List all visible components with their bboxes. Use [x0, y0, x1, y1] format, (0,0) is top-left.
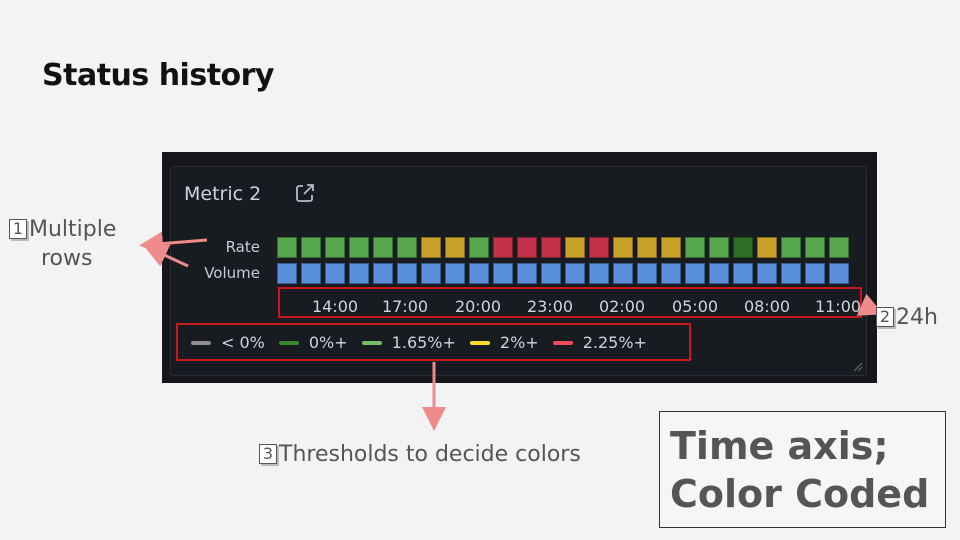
time-tick-label: 17:00	[381, 297, 429, 316]
status-cell[interactable]	[445, 237, 465, 258]
volume-row-cells	[277, 263, 849, 284]
callout-box: Time axis; Color Coded	[659, 411, 946, 528]
legend-item[interactable]: < 0%	[191, 333, 265, 352]
legend-item[interactable]: 2%+	[469, 333, 539, 352]
status-cell[interactable]	[733, 263, 753, 284]
threshold-legend: < 0% 0%+ 1.65%+ 2%+ 2.25%+	[191, 333, 647, 352]
legend-swatch	[552, 340, 573, 345]
status-cell[interactable]	[565, 263, 585, 284]
status-cell[interactable]	[421, 237, 441, 258]
status-cell[interactable]	[541, 237, 561, 258]
legend-item[interactable]: 2.25%+	[552, 333, 647, 352]
status-cell[interactable]	[805, 263, 825, 284]
status-cell[interactable]	[277, 263, 297, 284]
status-cell[interactable]	[757, 237, 777, 258]
status-cell[interactable]	[541, 263, 561, 284]
status-cell[interactable]	[613, 237, 633, 258]
status-cell[interactable]	[637, 237, 657, 258]
external-link-icon[interactable]	[293, 181, 317, 205]
annotation-thresholds: 3 Thresholds to decide colors	[259, 440, 581, 469]
legend-item[interactable]: 1.65%+	[361, 333, 456, 352]
status-cell[interactable]	[661, 263, 681, 284]
callout-line-2: Color Coded	[670, 472, 930, 516]
time-tick-label: 08:00	[743, 297, 791, 316]
status-cell[interactable]	[517, 237, 537, 258]
status-cell[interactable]	[277, 237, 297, 258]
status-cell[interactable]	[613, 263, 633, 284]
time-axis: 14:00 17:00 20:00 23:00 02:00 05:00 08:00 11:00	[271, 297, 861, 319]
status-cell[interactable]	[301, 263, 321, 284]
row-label-rate: Rate	[225, 238, 260, 256]
status-cell[interactable]	[349, 237, 369, 258]
annotation-number: 2	[876, 307, 894, 327]
status-cell[interactable]	[829, 263, 849, 284]
status-cell[interactable]	[733, 237, 753, 258]
status-cell[interactable]	[301, 237, 321, 258]
annotation-number: 1	[9, 219, 27, 239]
status-cell[interactable]	[517, 263, 537, 284]
status-cell[interactable]	[589, 237, 609, 258]
status-cell[interactable]	[325, 237, 345, 258]
status-cell[interactable]	[637, 263, 657, 284]
legend-swatch	[469, 340, 490, 345]
resize-handle-icon[interactable]	[851, 360, 863, 372]
callout-line-1: Time axis;	[670, 424, 889, 468]
annotation-multiple-rows: 1 Multiple rows	[9, 215, 116, 273]
status-cell[interactable]	[349, 263, 369, 284]
status-cell[interactable]	[445, 263, 465, 284]
legend-label: 2%+	[499, 333, 539, 352]
status-cell[interactable]	[469, 237, 489, 258]
status-cell[interactable]	[757, 263, 777, 284]
status-cell[interactable]	[469, 263, 489, 284]
status-cell[interactable]	[493, 237, 513, 258]
slide-title: Status history	[42, 58, 275, 93]
status-cell[interactable]	[709, 237, 729, 258]
time-tick-label: 20:00	[454, 297, 502, 316]
status-cell[interactable]	[421, 263, 441, 284]
time-tick-label: 05:00	[671, 297, 719, 316]
row-label-volume: Volume	[204, 264, 260, 282]
status-cell[interactable]	[397, 263, 417, 284]
status-cell[interactable]	[685, 263, 705, 284]
time-tick-label: 11:00	[814, 297, 862, 316]
status-cell[interactable]	[565, 237, 585, 258]
panel-title: Metric 2	[184, 183, 262, 205]
status-cell[interactable]	[373, 237, 393, 258]
status-cell[interactable]	[373, 263, 393, 284]
legend-label: 2.25%+	[582, 333, 647, 352]
status-cell[interactable]	[829, 237, 849, 258]
legend-label: 1.65%+	[391, 333, 456, 352]
status-cell[interactable]	[397, 237, 417, 258]
legend-swatch	[361, 340, 382, 345]
status-cell[interactable]	[685, 237, 705, 258]
status-cell[interactable]	[781, 237, 801, 258]
status-cell[interactable]	[493, 263, 513, 284]
legend-highlight	[176, 323, 691, 361]
legend-label: < 0%	[221, 333, 265, 352]
status-cell[interactable]	[781, 263, 801, 284]
rate-row-cells	[277, 237, 849, 258]
legend-label: 0%+	[308, 333, 348, 352]
legend-swatch	[191, 340, 211, 345]
status-cell[interactable]	[805, 237, 825, 258]
time-tick-label: 23:00	[526, 297, 574, 316]
time-tick-label: 14:00	[311, 297, 359, 316]
annotation-24h: 2 24h	[876, 303, 938, 332]
legend-swatch	[278, 340, 299, 345]
annotation-number: 3	[259, 444, 277, 464]
status-history-panel: Metric 2 Rate Volume 14:00 17:00 20:00 23:0…	[162, 152, 877, 383]
status-cell[interactable]	[709, 263, 729, 284]
status-cell[interactable]	[325, 263, 345, 284]
time-tick-label: 02:00	[598, 297, 646, 316]
status-cell[interactable]	[661, 237, 681, 258]
legend-item[interactable]: 0%+	[278, 333, 348, 352]
panel-frame: Metric 2 Rate Volume 14:00 17:00 20:00 23:0…	[170, 166, 867, 376]
status-cell[interactable]	[589, 263, 609, 284]
